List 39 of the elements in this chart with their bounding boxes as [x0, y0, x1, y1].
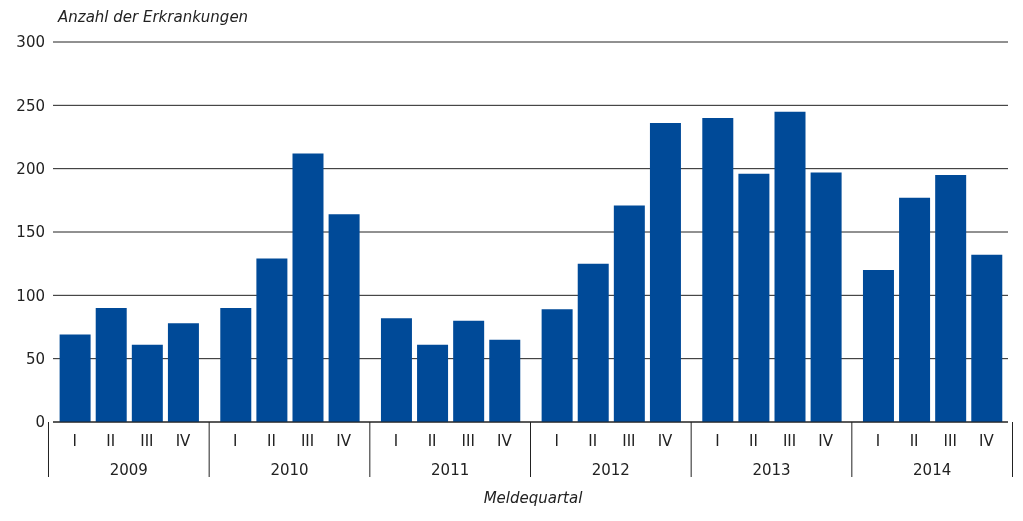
y-tick-label: 200 — [16, 159, 45, 178]
y-tick-label: 0 — [35, 413, 45, 432]
y-tick-label: 50 — [25, 349, 45, 368]
y-tick-label: 250 — [16, 96, 45, 115]
x-tick-label: I — [554, 432, 559, 450]
y-tick-label: 150 — [16, 223, 45, 242]
x-tick-label: III — [782, 432, 797, 450]
text: 2011 — [431, 461, 470, 479]
x-tick-label: I — [715, 432, 720, 450]
x-tick-label: II — [427, 432, 437, 450]
x-tick-label: IV — [818, 432, 834, 450]
x-tick-label: IV — [978, 432, 995, 450]
x-tick-label: I — [233, 432, 238, 450]
x-tick-label: IV — [336, 432, 352, 450]
text: 2014 — [913, 461, 952, 479]
text: 2009 — [109, 461, 148, 479]
text: 2010 — [270, 461, 309, 479]
x-tick-label: II — [909, 432, 919, 450]
x-tick-label: I — [875, 432, 881, 450]
y-tick-label: 100 — [16, 286, 45, 305]
x-tick-label: III — [622, 432, 636, 450]
y-tick-label: 300 — [16, 33, 45, 52]
x-tick-label: II — [106, 432, 116, 450]
x-tick-label: IV — [175, 432, 192, 450]
x-tick-label: II — [749, 432, 758, 450]
y-axis-title: Anzahl der Erkrankungen — [58, 8, 250, 28]
x-axis-title: Meldequartal — [482, 489, 584, 507]
x-tick-label: IV — [657, 432, 674, 450]
x-tick-label: III — [943, 432, 957, 450]
x-tick-label: III — [461, 432, 475, 450]
x-tick-label: II — [588, 432, 598, 450]
x-tick-label: I — [393, 432, 399, 450]
x-tick-label: III — [140, 432, 154, 450]
x-tick-label: I — [72, 432, 77, 450]
x-tick-label: IV — [496, 432, 513, 450]
text: 2013 — [752, 461, 791, 479]
x-tick-label: II — [267, 432, 276, 450]
x-tick-label: III — [300, 432, 315, 450]
text: 2012 — [591, 461, 630, 479]
